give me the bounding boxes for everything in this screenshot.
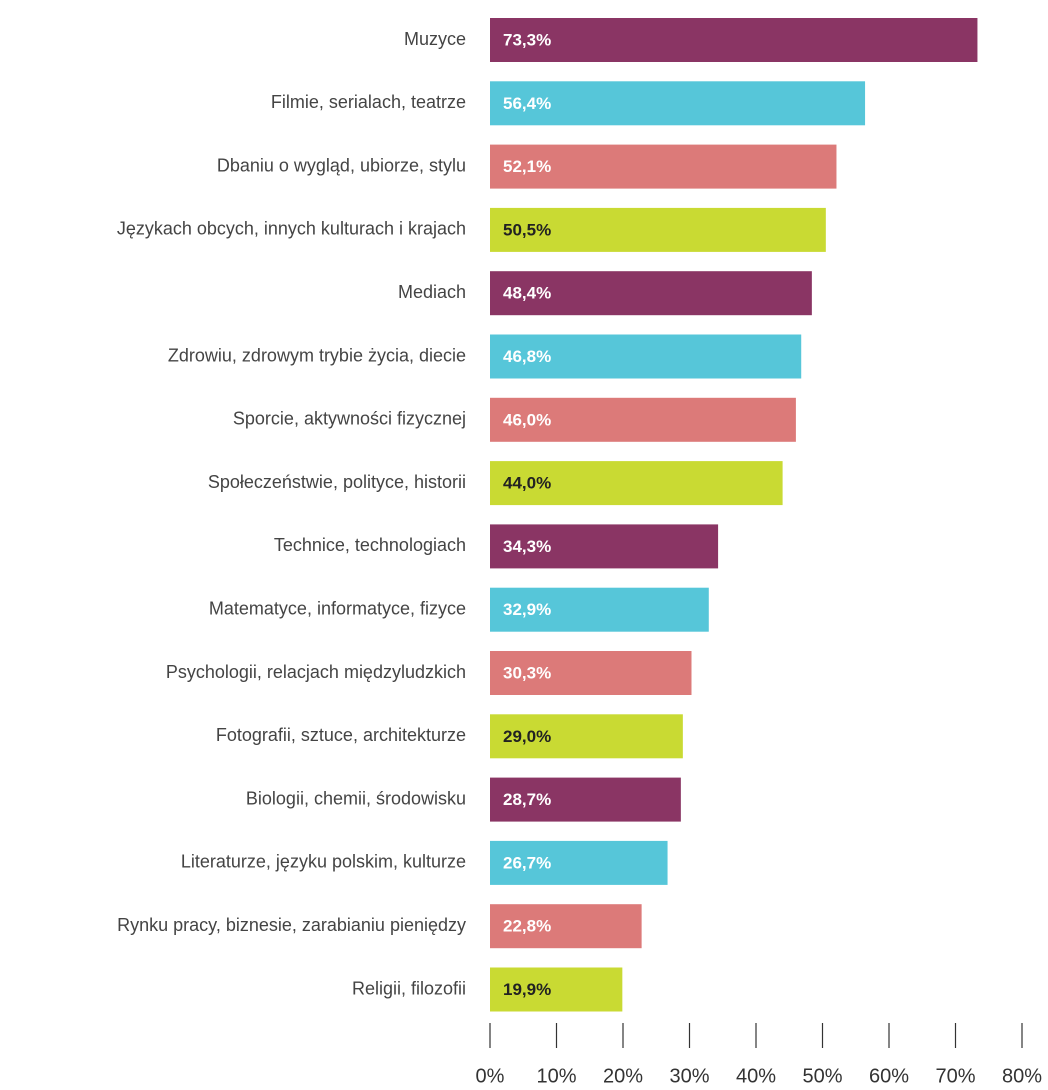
value-label: 46,0% xyxy=(503,410,551,429)
category-label: Fotografii, sztuce, architekturze xyxy=(216,725,466,745)
category-label: Społeczeństwie, polityce, historii xyxy=(208,472,466,492)
value-label: 32,9% xyxy=(503,600,551,619)
x-tick-label: 70% xyxy=(935,1065,975,1087)
value-label: 26,7% xyxy=(503,853,551,872)
category-label: Psychologii, relacjach międzyludzkich xyxy=(166,662,466,682)
x-tick-label: 60% xyxy=(869,1065,909,1087)
value-label: 22,8% xyxy=(503,917,551,936)
bar xyxy=(490,651,692,695)
value-label: 48,4% xyxy=(503,284,551,303)
bar xyxy=(490,334,802,379)
bar xyxy=(490,144,837,189)
category-label: Mediach xyxy=(398,282,466,302)
bar xyxy=(490,524,719,569)
category-label: Technice, technologiach xyxy=(274,535,466,555)
bar xyxy=(490,967,623,1012)
category-label: Zdrowiu, zdrowym trybie życia, diecie xyxy=(168,345,466,365)
bar xyxy=(490,81,866,126)
category-label: Rynku pracy, biznesie, zarabianiu pienię… xyxy=(117,915,466,935)
value-label: 73,3% xyxy=(503,30,551,49)
value-label: 52,1% xyxy=(503,157,551,176)
value-label: 29,0% xyxy=(503,727,551,746)
category-label: Dbaniu o wygląd, ubiorze, stylu xyxy=(217,155,466,175)
value-label: 30,3% xyxy=(503,663,551,682)
bar xyxy=(490,587,709,632)
category-label: Muzyce xyxy=(404,29,466,49)
category-label: Matematyce, informatyce, fizyce xyxy=(209,598,466,618)
bar xyxy=(490,397,796,442)
value-label: 28,7% xyxy=(503,790,551,809)
category-label: Językach obcych, innych kulturach i kraj… xyxy=(117,219,466,239)
x-tick-label: 50% xyxy=(802,1065,842,1087)
bar xyxy=(490,461,783,506)
bar xyxy=(490,904,642,949)
category-label: Religii, filozofii xyxy=(352,978,466,998)
bar xyxy=(490,271,812,316)
x-tick-label: 40% xyxy=(736,1065,776,1087)
category-label: Biologii, chemii, środowisku xyxy=(246,788,466,808)
value-label: 19,9% xyxy=(503,980,551,999)
x-tick-label: 30% xyxy=(669,1065,709,1087)
bar xyxy=(490,840,668,885)
category-label: Sporcie, aktywności fizycznej xyxy=(233,409,466,429)
bar xyxy=(490,207,826,252)
bar xyxy=(490,777,681,822)
x-tick-label: 10% xyxy=(536,1065,576,1087)
value-label: 50,5% xyxy=(503,220,551,239)
value-label: 44,0% xyxy=(503,474,551,493)
bar xyxy=(490,18,978,62)
bar xyxy=(490,714,683,759)
x-tick-label: 80% xyxy=(1002,1065,1042,1087)
x-tick-label: 0% xyxy=(476,1065,505,1087)
category-label: Filmie, serialach, teatrze xyxy=(271,92,466,112)
value-label: 34,3% xyxy=(503,537,551,556)
x-tick-label: 20% xyxy=(603,1065,643,1087)
value-label: 56,4% xyxy=(503,94,551,113)
category-label: Literaturze, języku polskim, kulturze xyxy=(181,852,466,872)
value-label: 46,8% xyxy=(503,347,551,366)
